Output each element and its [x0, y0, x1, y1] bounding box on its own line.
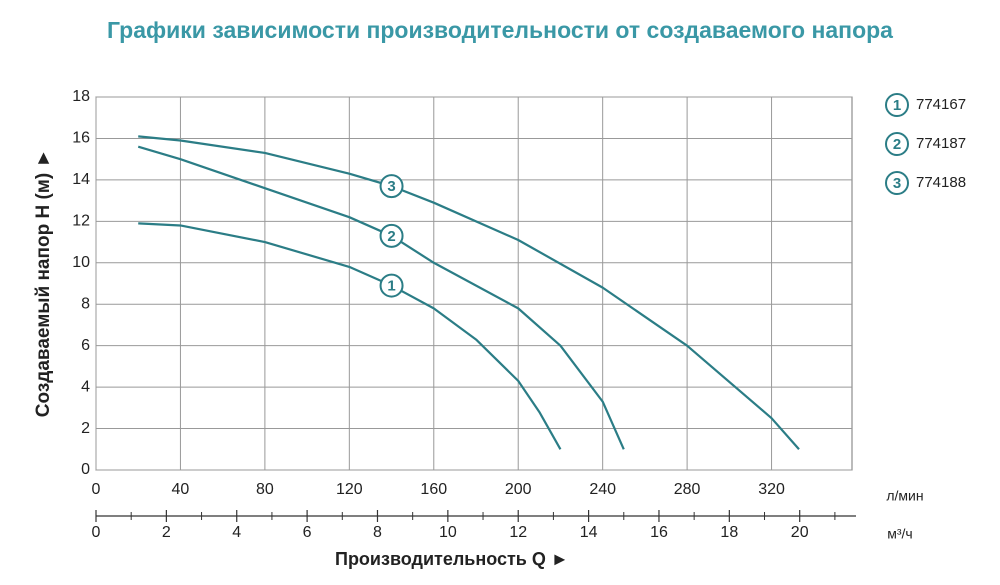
x2-tick-label: 20 [791, 524, 809, 541]
x2-tick-label: 0 [92, 524, 101, 541]
x-unit: л/мин [886, 488, 923, 504]
curve-badge-label: 1 [387, 278, 395, 295]
curve-badge-label: 3 [893, 175, 901, 192]
x-tick-label: 240 [589, 481, 616, 498]
y-tick-label: 2 [81, 420, 90, 437]
y-tick-label: 0 [81, 461, 90, 478]
y-tick-label: 12 [72, 213, 90, 230]
x-tick-label: 280 [674, 481, 701, 498]
y-tick-label: 18 [72, 88, 90, 105]
y-tick-label: 4 [81, 378, 90, 395]
y-tick-label: 10 [72, 254, 90, 271]
curve-badge [379, 174, 404, 199]
legend-label: 774187 [916, 135, 966, 152]
curve-badge-label: 2 [387, 228, 395, 245]
curve-badge [885, 132, 909, 156]
chart-title: Графики зависимости производительности о… [107, 17, 893, 43]
y-tick-label: 8 [81, 295, 90, 312]
x2-tick-label: 18 [720, 524, 738, 541]
x2-unit: м³/ч [887, 526, 912, 542]
x-axis-title: Производительность Q ► [335, 549, 569, 569]
y-axis-title: Создаваемый напор H (м) ► [33, 149, 54, 418]
x-tick-label: 0 [92, 481, 101, 498]
curve-badge [885, 93, 909, 117]
legend-label: 774188 [916, 174, 966, 191]
x2-tick-label: 2 [162, 524, 171, 541]
x2-tick-label: 4 [232, 524, 241, 541]
curve [137, 145, 625, 450]
x2-tick-label: 8 [373, 524, 382, 541]
x2-tick-label: 16 [650, 524, 668, 541]
x2-tick-label: 14 [580, 524, 598, 541]
x2-tick-label: 12 [509, 524, 527, 541]
curve-badge [379, 273, 404, 298]
y-tick-label: 6 [81, 337, 90, 354]
x-tick-label: 120 [336, 481, 363, 498]
curve-badge-label: 3 [387, 178, 395, 195]
x-tick-label: 40 [172, 481, 190, 498]
curve [138, 135, 800, 451]
curve-badge-label: 1 [893, 97, 901, 114]
x-tick-label: 80 [256, 481, 274, 498]
curve-badge [885, 171, 909, 195]
legend-label: 774167 [916, 96, 966, 113]
curve [138, 222, 562, 450]
x-tick-label: 200 [505, 481, 532, 498]
y-tick-label: 16 [72, 130, 90, 147]
x-tick-label: 160 [420, 481, 447, 498]
y-tick-label: 14 [72, 171, 90, 188]
x2-tick-label: 10 [439, 524, 457, 541]
x-tick-label: 320 [758, 481, 785, 498]
curve-badge-label: 2 [893, 136, 901, 153]
curve-badge [379, 223, 404, 248]
x2-tick-label: 6 [303, 524, 312, 541]
